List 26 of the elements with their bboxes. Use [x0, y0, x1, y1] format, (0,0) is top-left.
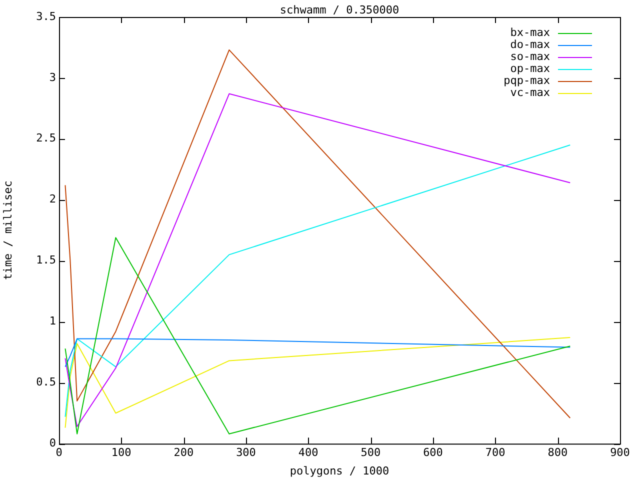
y-tick-label: 2.5	[36, 132, 56, 145]
x-tick-label: 600	[423, 446, 443, 460]
x-tick-label: 200	[174, 446, 194, 460]
legend-label: so-max	[510, 50, 550, 63]
x-tick-label: 800	[548, 446, 568, 460]
y-tick-label: 3.5	[36, 10, 56, 23]
x-tick-label: 100	[111, 446, 132, 460]
y-axis-title: time / millisec	[1, 180, 14, 280]
y-tick-label: 1.5	[36, 254, 56, 267]
x-axis-title: polygons / 1000	[290, 464, 390, 478]
y-tick-label: 2	[49, 192, 56, 206]
legend-label: bx-max	[510, 26, 550, 39]
y-tick-label: 0	[49, 436, 56, 450]
x-tick-label: 300	[236, 446, 256, 460]
x-tick-label: 400	[298, 446, 318, 460]
x-tick-label: 700	[485, 446, 506, 460]
legend-label: op-max	[510, 62, 550, 75]
x-tick-label: 500	[360, 446, 381, 460]
y-tick-label: 0.5	[36, 376, 56, 389]
legend-label: vc-max	[510, 86, 550, 99]
y-tick-label: 3	[49, 70, 56, 84]
legend-label: do-max	[510, 38, 550, 51]
chart-title: schwamm / 0.350000	[280, 3, 400, 16]
y-tick-label: 1	[49, 314, 56, 328]
legend-label: pqp-max	[504, 74, 550, 87]
x-tick-label: 900	[610, 446, 630, 460]
